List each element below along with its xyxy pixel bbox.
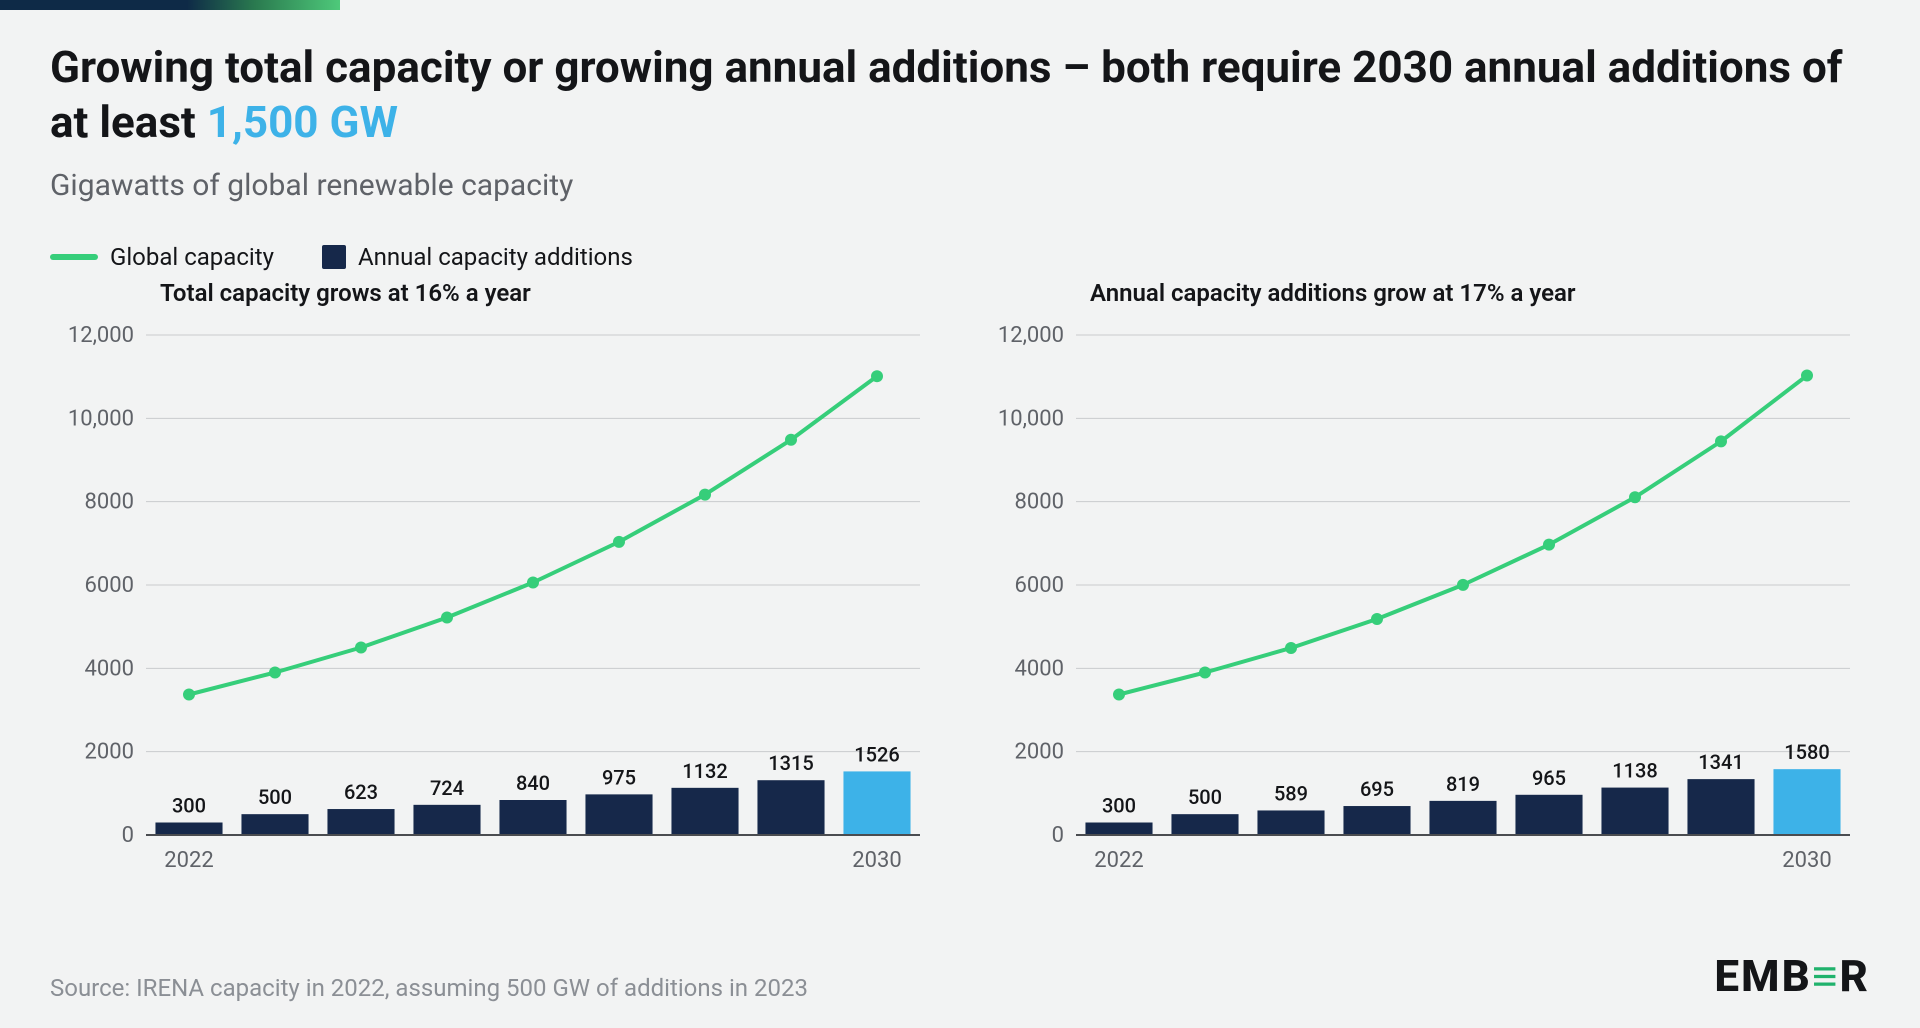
line-marker bbox=[355, 642, 367, 654]
line-marker bbox=[1371, 613, 1383, 625]
chart-svg-left: 0 2000 4000 6000 8000 10,000 12,000 300 500 623 72… bbox=[50, 315, 940, 885]
bar-value-label: 1580 bbox=[1784, 740, 1829, 764]
line-marker bbox=[1801, 370, 1813, 382]
line-marker bbox=[269, 667, 281, 679]
legend-swatch-box bbox=[322, 245, 346, 269]
x-tick-label: 2030 bbox=[852, 848, 901, 873]
bar-value-label: 1526 bbox=[854, 742, 899, 766]
legend: Global capacity Annual capacity addition… bbox=[50, 243, 1870, 271]
bar bbox=[1257, 810, 1324, 835]
chart-title-left: Total capacity grows at 16% a year bbox=[50, 279, 940, 307]
accent-bar bbox=[0, 0, 340, 10]
bar bbox=[1773, 769, 1840, 835]
y-tick-label: 4000 bbox=[85, 656, 134, 681]
x-tick-label: 2022 bbox=[1094, 848, 1143, 873]
y-tick-label: 10,000 bbox=[68, 406, 134, 431]
y-tick-label: 6000 bbox=[85, 573, 134, 598]
bar-value-label: 965 bbox=[1532, 766, 1566, 790]
bar bbox=[1515, 795, 1582, 835]
y-tick-label: 8000 bbox=[85, 490, 134, 515]
chart-svg-right: 0 2000 4000 6000 8000 10,000 12,000 300 500 589 69… bbox=[980, 315, 1870, 885]
y-tick-label: 2000 bbox=[85, 740, 134, 765]
bar bbox=[757, 780, 824, 835]
bar-value-label: 724 bbox=[430, 776, 464, 800]
line-marker bbox=[1457, 579, 1469, 591]
bar-value-label: 589 bbox=[1274, 781, 1308, 805]
legend-item-global-capacity: Global capacity bbox=[50, 243, 274, 271]
bar bbox=[241, 814, 308, 835]
bar bbox=[1429, 801, 1496, 835]
y-tick-label: 0 bbox=[1052, 823, 1064, 848]
page-title: Growing total capacity or growing annual… bbox=[50, 40, 1850, 150]
bar bbox=[585, 794, 652, 835]
y-tick-label: 0 bbox=[122, 823, 134, 848]
bar-value-label: 975 bbox=[602, 765, 636, 789]
y-tick-label: 10,000 bbox=[998, 406, 1064, 431]
chart-left: Total capacity grows at 16% a year 0 2000… bbox=[50, 279, 940, 889]
bar-value-label: 500 bbox=[258, 785, 292, 809]
y-tick-label: 2000 bbox=[1015, 740, 1064, 765]
bar bbox=[1601, 788, 1668, 835]
bar bbox=[1171, 814, 1238, 835]
y-tick-label: 12,000 bbox=[68, 323, 134, 348]
y-tick-label: 4000 bbox=[1015, 656, 1064, 681]
y-tick-label: 12,000 bbox=[998, 323, 1064, 348]
bar bbox=[671, 788, 738, 835]
bar-value-label: 300 bbox=[1102, 794, 1136, 818]
bar-value-label: 695 bbox=[1360, 777, 1394, 801]
charts-row: Total capacity grows at 16% a year 0 2000… bbox=[50, 279, 1870, 889]
bar-value-label: 1341 bbox=[1698, 750, 1743, 774]
ember-logo: EMB≡R bbox=[1714, 950, 1870, 1002]
bar-value-label: 300 bbox=[172, 794, 206, 818]
line-marker bbox=[1629, 491, 1641, 503]
bar-value-label: 1138 bbox=[1612, 759, 1657, 783]
chart-right: Annual capacity additions grow at 17% a … bbox=[980, 279, 1870, 889]
line-marker bbox=[1199, 667, 1211, 679]
bar-value-label: 1315 bbox=[768, 751, 813, 775]
footer: Source: IRENA capacity in 2022, assuming… bbox=[50, 950, 1870, 1002]
legend-item-annual-additions: Annual capacity additions bbox=[322, 243, 633, 271]
x-tick-label: 2030 bbox=[1782, 848, 1831, 873]
bar bbox=[1343, 806, 1410, 835]
bar bbox=[499, 800, 566, 835]
legend-label: Annual capacity additions bbox=[358, 243, 633, 271]
bar-value-label: 819 bbox=[1446, 772, 1480, 796]
line-marker bbox=[1715, 435, 1727, 447]
line-marker bbox=[699, 489, 711, 501]
y-tick-label: 8000 bbox=[1015, 490, 1064, 515]
bar bbox=[155, 823, 222, 836]
bar bbox=[1085, 823, 1152, 836]
legend-label: Global capacity bbox=[110, 243, 274, 271]
line-series bbox=[1119, 376, 1807, 695]
x-tick-label: 2022 bbox=[164, 848, 213, 873]
content: Growing total capacity or growing annual… bbox=[0, 0, 1920, 909]
source-text: Source: IRENA capacity in 2022, assuming… bbox=[50, 974, 808, 1002]
title-highlight: 1,500 GW bbox=[207, 96, 398, 148]
line-marker bbox=[613, 536, 625, 548]
bar-value-label: 623 bbox=[344, 780, 378, 804]
bar-value-label: 500 bbox=[1188, 785, 1222, 809]
line-marker bbox=[785, 434, 797, 446]
line-marker bbox=[183, 689, 195, 701]
line-marker bbox=[441, 612, 453, 624]
line-marker bbox=[871, 370, 883, 382]
line-marker bbox=[527, 577, 539, 589]
bar bbox=[843, 771, 910, 835]
y-tick-label: 6000 bbox=[1015, 573, 1064, 598]
bar bbox=[1687, 779, 1754, 835]
line-marker bbox=[1285, 642, 1297, 654]
bar bbox=[327, 809, 394, 835]
bar bbox=[413, 805, 480, 835]
bar-value-label: 1132 bbox=[682, 759, 727, 783]
line-marker bbox=[1113, 689, 1125, 701]
bar-value-label: 840 bbox=[516, 771, 550, 795]
line-series bbox=[189, 376, 877, 694]
legend-swatch-line bbox=[50, 254, 98, 260]
chart-title-right: Annual capacity additions grow at 17% a … bbox=[980, 279, 1870, 307]
line-marker bbox=[1543, 539, 1555, 551]
subtitle: Gigawatts of global renewable capacity bbox=[50, 168, 1870, 203]
